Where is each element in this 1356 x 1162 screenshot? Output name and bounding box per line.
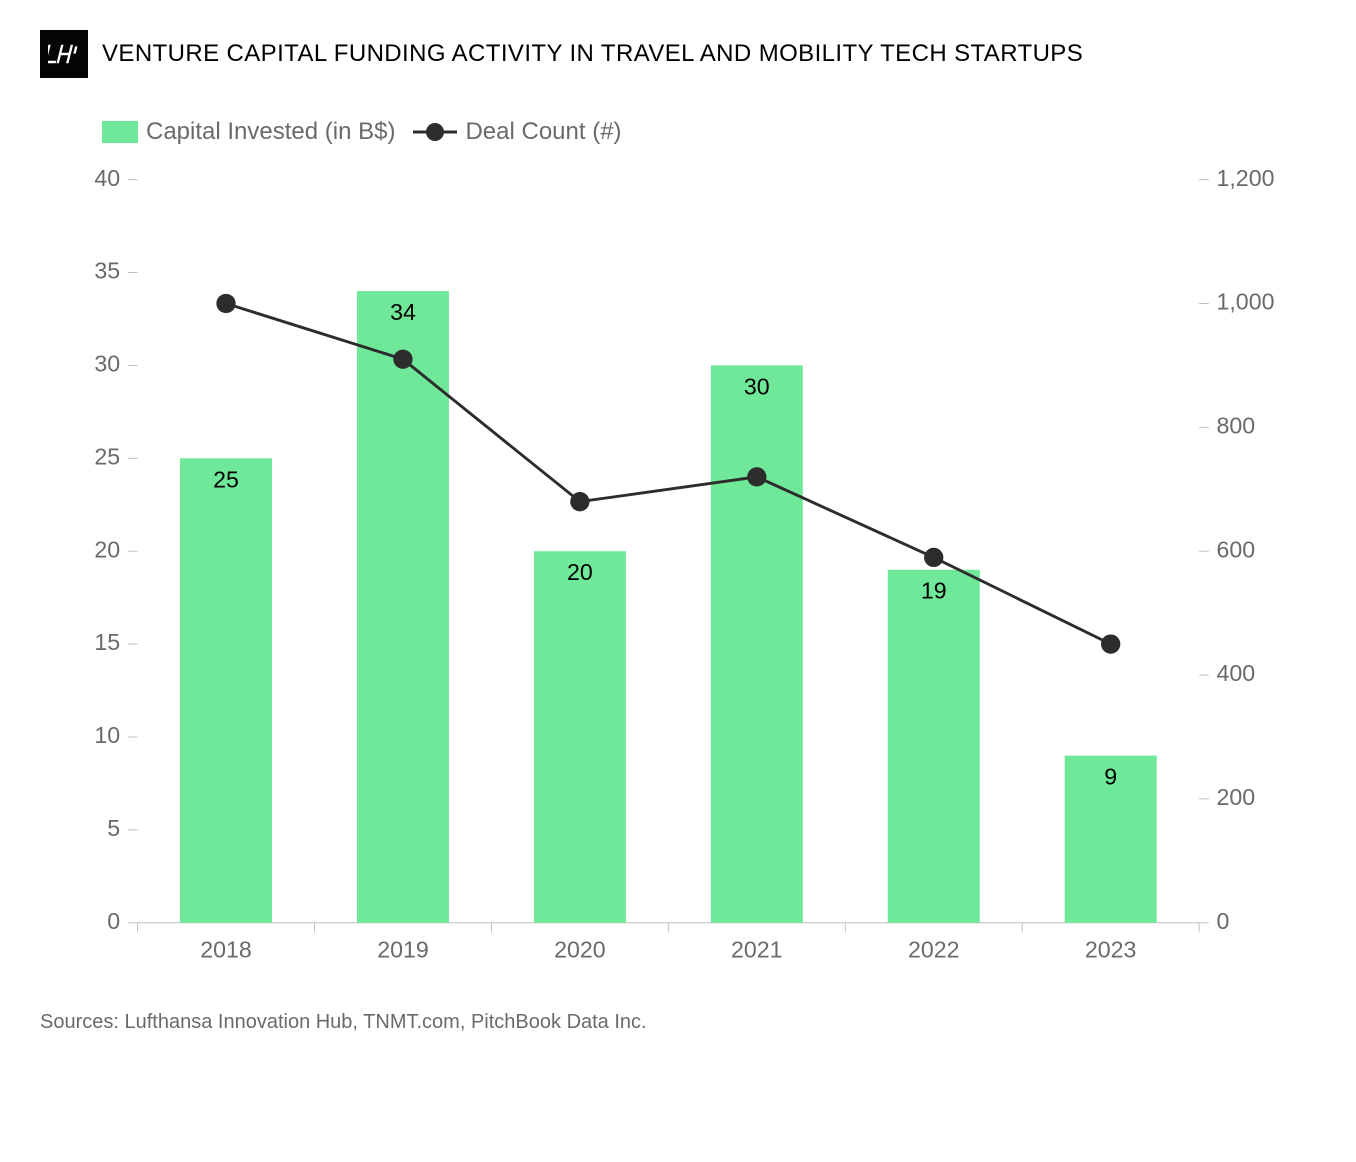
y-left-tick-label: 0	[107, 908, 120, 934]
legend-item-line: Deal Count (#)	[413, 118, 621, 146]
legend-bar-swatch	[102, 121, 138, 143]
x-tick-label: 2023	[1085, 937, 1137, 963]
y-left-tick-label: 30	[94, 351, 120, 377]
combo-chart-svg: 051015202530354002004006008001,0001,2002…	[70, 170, 1286, 971]
bar-value-label: 34	[390, 299, 416, 325]
logo-mark-icon	[48, 44, 80, 64]
x-tick-label: 2021	[731, 937, 783, 963]
line-marker	[570, 492, 589, 511]
x-tick-label: 2019	[377, 937, 429, 963]
y-left-tick-label: 25	[94, 443, 120, 469]
line-marker	[747, 467, 766, 486]
bar-value-label: 19	[921, 578, 947, 604]
chart-legend: Capital Invested (in B$) Deal Count (#)	[102, 118, 1316, 146]
bar	[180, 458, 272, 922]
y-left-tick-label: 20	[94, 536, 120, 562]
bar-value-label: 30	[744, 373, 770, 399]
chart-header: VENTURE CAPITAL FUNDING ACTIVITY IN TRAV…	[40, 30, 1316, 78]
y-right-tick-label: 400	[1217, 660, 1256, 686]
bar	[888, 570, 980, 923]
y-right-tick-label: 1,000	[1217, 289, 1275, 315]
legend-line-swatch	[413, 122, 457, 142]
y-left-tick-label: 35	[94, 258, 120, 284]
y-left-tick-label: 5	[107, 815, 120, 841]
bar-value-label: 9	[1104, 764, 1117, 790]
y-left-tick-label: 10	[94, 722, 120, 748]
line-marker	[1101, 634, 1120, 653]
y-left-tick-label: 15	[94, 629, 120, 655]
x-tick-label: 2020	[554, 937, 606, 963]
y-left-tick-label: 40	[94, 170, 120, 191]
chart-area: 051015202530354002004006008001,0001,2002…	[70, 170, 1286, 971]
legend-item-bar: Capital Invested (in B$)	[102, 118, 395, 146]
y-right-tick-label: 600	[1217, 536, 1256, 562]
chart-sources: Sources: Lufthansa Innovation Hub, TNMT.…	[40, 1011, 1316, 1034]
line-marker	[216, 294, 235, 313]
y-right-tick-label: 0	[1217, 908, 1230, 934]
x-tick-label: 2018	[200, 937, 252, 963]
line-marker	[924, 548, 943, 567]
bar	[711, 365, 803, 922]
bar-value-label: 20	[567, 559, 593, 585]
legend-line-label: Deal Count (#)	[465, 118, 621, 146]
bar-value-label: 25	[213, 466, 239, 492]
chart-title: VENTURE CAPITAL FUNDING ACTIVITY IN TRAV…	[102, 40, 1083, 68]
bar	[534, 551, 626, 923]
x-tick-label: 2022	[908, 937, 960, 963]
y-right-tick-label: 200	[1217, 784, 1256, 810]
line-marker	[393, 350, 412, 369]
y-right-tick-label: 800	[1217, 412, 1256, 438]
y-right-tick-label: 1,200	[1217, 170, 1275, 191]
brand-logo	[40, 30, 88, 78]
legend-bar-label: Capital Invested (in B$)	[146, 118, 395, 146]
